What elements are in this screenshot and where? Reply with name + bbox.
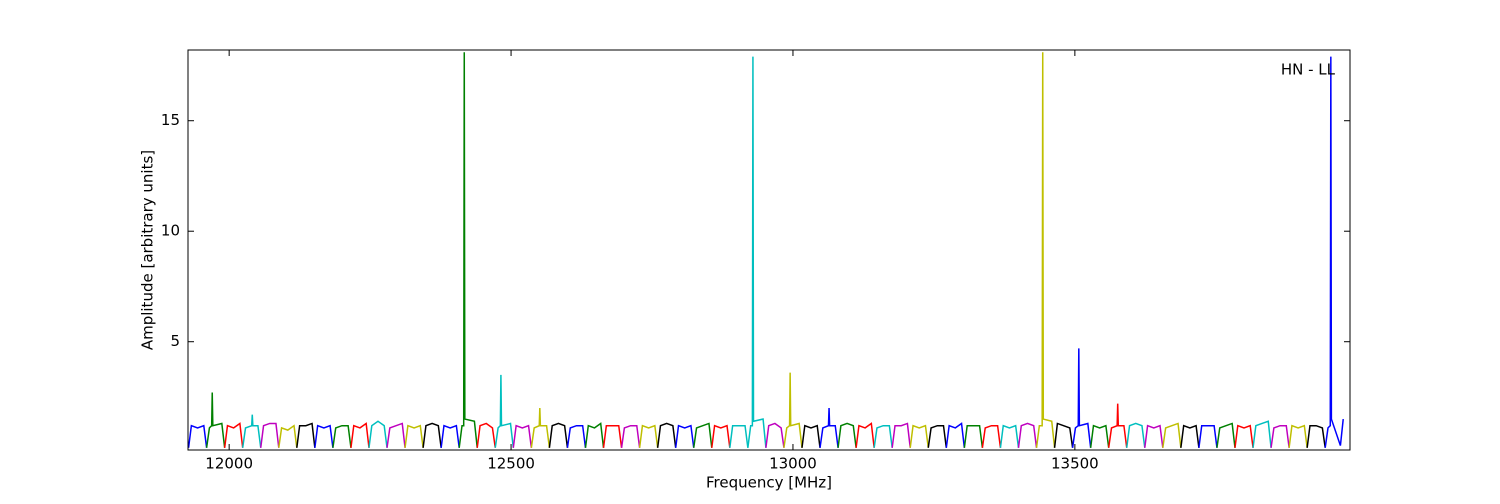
spectrum-segment: [1017, 422, 1038, 448]
spectrum-segment: [729, 424, 749, 448]
spectrum-segment: [584, 422, 605, 448]
spectrum-segment: [963, 424, 984, 448]
spectrum-segment: [494, 374, 515, 448]
spectrum-segment: [891, 422, 911, 448]
spectrum-segment: [422, 422, 442, 448]
spectrum-segment: [296, 422, 316, 448]
y-tick-label: 10: [161, 222, 180, 240]
spectrum-segment: [783, 372, 803, 448]
spectrum-segment: [1035, 52, 1056, 448]
spectrum-segment: [223, 422, 244, 448]
spectrum-segment: [837, 422, 857, 448]
x-tick-label: 13500: [1051, 455, 1099, 473]
spectrum-segment: [1270, 424, 1290, 448]
spectrum-segment: [314, 424, 334, 448]
spectrum-segment: [747, 56, 767, 448]
spectrum-segment: [440, 424, 460, 448]
spectrum-segment: [1252, 420, 1272, 448]
y-axis-label: Amplitude [arbitrary units]: [139, 150, 157, 350]
spectrum-segment: [1306, 424, 1326, 448]
spectrum-segment: [945, 422, 966, 448]
spectrum-segment: [692, 422, 713, 448]
spectrum-segment: [1144, 424, 1164, 448]
spectrum-segment: [656, 422, 677, 448]
spectrum-segment: [1216, 422, 1236, 448]
spectrum-segment: [205, 392, 226, 448]
y-tick-label: 5: [170, 332, 180, 350]
spectrum-segment: [530, 407, 551, 448]
x-tick-label: 13000: [769, 455, 817, 473]
spectrum-segment: [981, 424, 1002, 448]
spectrum-segment: [909, 424, 930, 448]
spectrum-segment: [801, 424, 821, 448]
spectrum-segment: [620, 424, 641, 448]
spectrum-segment: [512, 424, 533, 448]
spectrum-segment: [638, 424, 659, 448]
spectrum-segment: [368, 420, 388, 448]
x-tick-label: 12000: [205, 455, 253, 473]
spectrum-segment: [350, 422, 370, 448]
plot-area: [188, 52, 1344, 448]
spectrum-segment: [386, 422, 406, 448]
spectrum-segment: [332, 424, 352, 448]
spectrum-segment: [1089, 424, 1110, 448]
spectrum-segment: [765, 422, 785, 448]
spectrum-segment: [1180, 424, 1200, 448]
spectrum-segment: [548, 422, 569, 448]
spectrum-segment: [1053, 422, 1074, 448]
spectrum-segment: [1234, 424, 1254, 448]
spectrum-segment: [855, 422, 875, 448]
x-tick-label: 12500: [487, 455, 535, 473]
plot-frame: [187, 49, 1351, 451]
spectrum-segment: [566, 424, 587, 448]
spectrum-segment: [819, 407, 839, 448]
spectrum-segment: [1324, 56, 1344, 448]
spectrum-segment: [458, 52, 478, 448]
spectrum-segment: [674, 424, 695, 448]
spectrum-segment: [1162, 422, 1182, 448]
spectrum-segment: [602, 424, 623, 448]
spectrum-segment: [1288, 424, 1308, 448]
spectrum-segment: [476, 422, 497, 448]
y-tick-label: 15: [161, 111, 180, 129]
spectrum-segment: [1125, 422, 1146, 448]
spectrum-segment: [259, 422, 280, 448]
spectrum-segment: [278, 424, 298, 448]
spectrum-segment: [1071, 348, 1092, 448]
spectrum-segment: [1107, 403, 1128, 448]
spectrum-segment: [404, 424, 424, 448]
spectrum-segment: [1198, 424, 1218, 448]
spectrum-segment: [188, 424, 208, 448]
spectrum-segment: [927, 424, 948, 448]
spectrum-segment: [873, 424, 893, 448]
spectrum-segment: [711, 424, 731, 448]
spectrum-segment: [999, 424, 1020, 448]
spectrum-segment: [241, 414, 262, 448]
annotation: HN - LL: [1281, 61, 1336, 79]
x-axis-label: Frequency [MHz]: [706, 474, 832, 492]
